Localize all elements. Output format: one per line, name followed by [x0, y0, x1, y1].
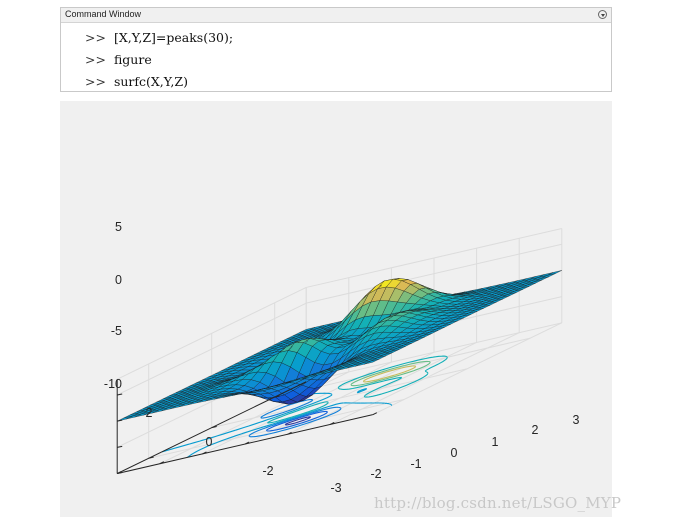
contour-line	[284, 416, 312, 426]
x-tick-label: -3	[330, 481, 341, 495]
z-tick-label: -10	[104, 377, 122, 391]
x-tick-mark	[244, 441, 250, 445]
grid-line	[329, 332, 520, 425]
y-tick-label: 0	[206, 435, 213, 449]
command-text: surfc(X,Y,Z)	[113, 74, 188, 89]
x-tick-mark	[159, 461, 165, 465]
command-prompt: >>	[85, 74, 106, 89]
command-prompt: >>	[85, 52, 106, 67]
contour-line	[248, 398, 342, 438]
z-tick-mark	[117, 445, 123, 448]
x-tick-label: 3	[573, 413, 580, 427]
z-tick-label: 5	[115, 220, 122, 234]
y-tick-label: 2	[146, 406, 153, 420]
command-text: figure	[113, 52, 152, 67]
command-window-title: Command Window	[65, 9, 142, 19]
window-actions-menu-icon[interactable]	[598, 10, 607, 19]
contour-line	[265, 410, 328, 432]
x-tick-label: 0	[451, 446, 458, 460]
x-tick-mark	[329, 422, 335, 425]
contour-line	[350, 360, 431, 387]
watermark-text: http://blog.csdn.net/LSGO_MYP	[374, 494, 622, 512]
command-line: >> surfc(X,Y,Z)	[85, 74, 233, 96]
y-tick-mark	[211, 425, 217, 429]
y-tick-mark	[274, 395, 280, 398]
surface-mesh	[117, 270, 562, 422]
surface-plot[interactable]: 5 0 -5 -10 2 0 -2 -3 -2 -1 0 1 2 3	[60, 101, 612, 517]
y-tick-mark	[148, 456, 154, 459]
axes-lines	[116, 379, 378, 475]
x-tick-mark	[372, 412, 378, 416]
contour-line	[362, 365, 417, 383]
command-line: >> [X,Y,Z]=peaks(30);	[85, 30, 233, 52]
z-tick-mark	[117, 393, 123, 396]
y-tick-label: -2	[262, 464, 273, 478]
command-window-titlebar: Command Window	[61, 8, 611, 23]
command-history: >> [X,Y,Z]=peaks(30); >> figure >> surfc(X,…	[85, 30, 233, 96]
x-tick-label: -2	[370, 467, 381, 481]
z-tick-mark	[117, 419, 123, 422]
grid-line	[372, 322, 563, 416]
x-tick-mark	[116, 471, 122, 475]
command-line: >> figure	[85, 52, 233, 74]
z-tick-label: 0	[115, 273, 122, 287]
z-tick-label: -5	[111, 324, 122, 338]
x-tick-mark	[287, 431, 292, 435]
x-tick-label: -1	[410, 457, 421, 471]
command-text: [X,Y,Z]=peaks(30);	[113, 30, 234, 45]
contour-line	[267, 355, 448, 424]
figure-window[interactable]: 5 0 -5 -10 2 0 -2 -3 -2 -1 0 1 2 3	[60, 101, 612, 517]
x-tick-label: 1	[492, 435, 499, 449]
x-tick-mark	[202, 451, 207, 455]
command-window[interactable]: Command Window >> [X,Y,Z]=peaks(30); >> fi…	[60, 7, 612, 92]
command-prompt: >>	[85, 30, 106, 45]
x-tick-label: 2	[532, 423, 539, 437]
